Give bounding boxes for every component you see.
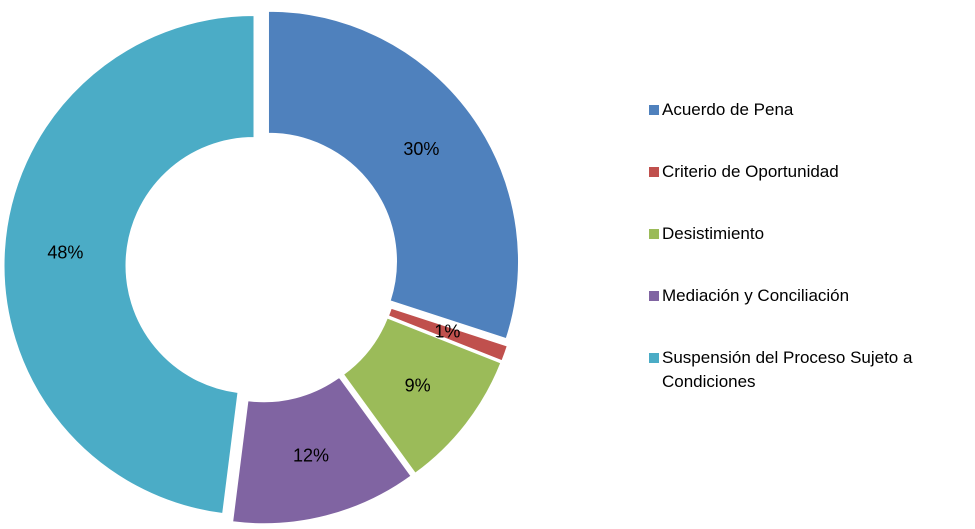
legend-item: Criterio de Oportunidad xyxy=(643,160,973,184)
legend-swatch xyxy=(649,105,659,115)
donut-slice xyxy=(387,307,508,362)
data-label: 12% xyxy=(293,446,329,466)
data-label: 9% xyxy=(405,375,431,395)
legend-item: Acuerdo de Pena xyxy=(643,98,973,122)
data-label: 1% xyxy=(434,321,460,341)
data-label: 30% xyxy=(403,139,439,159)
legend-swatch xyxy=(649,229,659,239)
legend-item: Suspensión del Proceso Sujeto a Condicio… xyxy=(643,346,973,394)
legend-label: Acuerdo de Pena xyxy=(662,100,794,119)
legend-swatch xyxy=(649,353,659,363)
legend-swatch xyxy=(649,167,659,177)
legend-label: Criterio de Oportunidad xyxy=(662,162,839,181)
legend-swatch xyxy=(649,291,659,301)
legend-label: Mediación y Conciliación xyxy=(662,286,850,305)
donut-slice xyxy=(267,10,519,340)
legend-label: Desistimiento xyxy=(662,224,765,243)
legend: Acuerdo de Pena Criterio de Oportunidad De… xyxy=(643,98,973,432)
legend-label: Suspensión del Proceso Sujeto a Condicio… xyxy=(662,348,913,391)
donut-plot: 30% 1% 9% 12% 48% xyxy=(3,10,519,525)
legend-item: Desistimiento xyxy=(643,222,973,246)
data-label: 48% xyxy=(47,242,83,262)
donut-slice xyxy=(232,376,412,525)
donut-slice xyxy=(342,317,502,474)
donut-slice xyxy=(3,14,255,515)
legend-item: Mediación y Conciliación xyxy=(643,284,973,308)
